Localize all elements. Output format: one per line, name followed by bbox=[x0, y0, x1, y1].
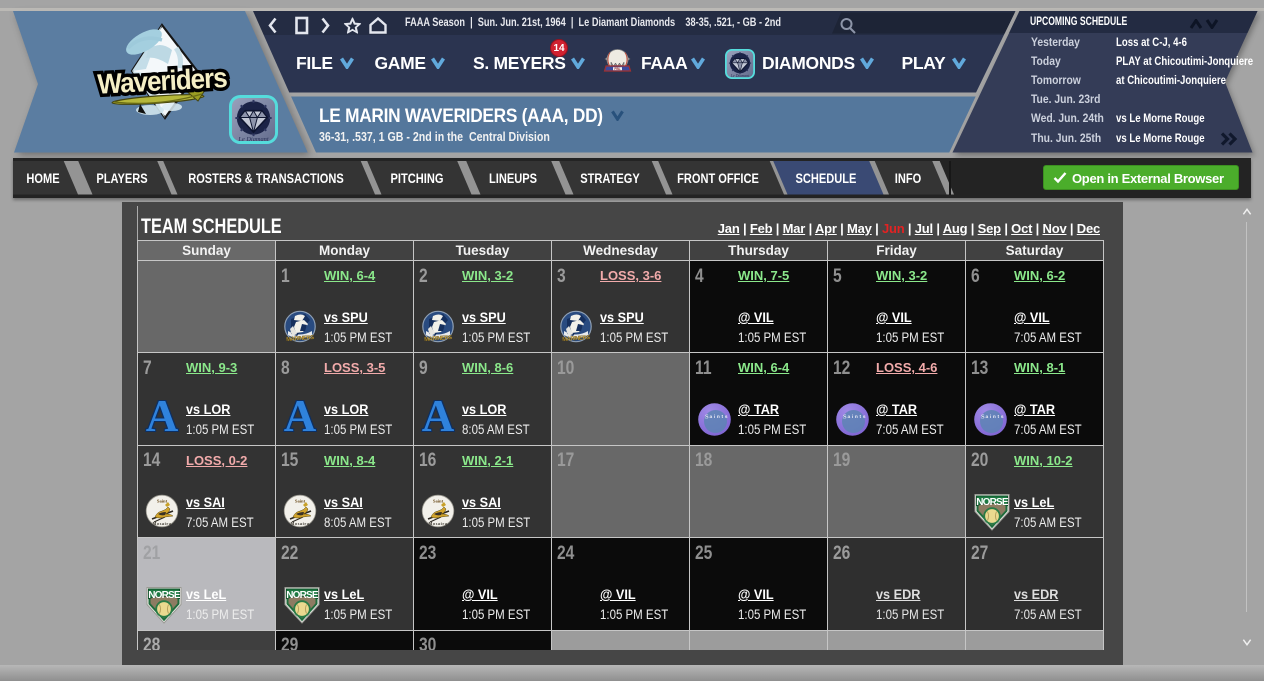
svg-text:Mosaira: Mosaira bbox=[428, 521, 447, 526]
svg-text:FBL: FBL bbox=[614, 67, 620, 71]
svg-text:Saint: Saint bbox=[433, 499, 444, 504]
svg-text:Le Diamant: Le Diamant bbox=[729, 74, 749, 78]
svg-text:aints: aints bbox=[848, 414, 868, 420]
svg-text:NORSE: NORSE bbox=[286, 589, 319, 600]
svg-text:Saint: Saint bbox=[295, 499, 306, 504]
svg-text:aints: aints bbox=[710, 414, 730, 420]
svg-text:Le Diamant: Le Diamant bbox=[237, 136, 268, 143]
svg-text:Mosaira: Mosaira bbox=[290, 521, 309, 526]
svg-text:S: S bbox=[705, 413, 709, 420]
svg-text:Mosaira: Mosaira bbox=[152, 521, 171, 526]
svg-text:MARINERS: MARINERS bbox=[286, 335, 314, 343]
svg-text:aints: aints bbox=[986, 414, 1006, 420]
svg-text:NORSE: NORSE bbox=[148, 589, 181, 600]
svg-text:S: S bbox=[843, 413, 847, 420]
svg-text:S: S bbox=[981, 413, 985, 420]
svg-text:MARINERS: MARINERS bbox=[424, 335, 452, 343]
svg-text:NORSE: NORSE bbox=[976, 497, 1009, 508]
svg-text:MARINERS: MARINERS bbox=[562, 335, 590, 343]
svg-text:Saint: Saint bbox=[157, 499, 168, 504]
svg-text:Waveriders: Waveriders bbox=[97, 62, 228, 100]
